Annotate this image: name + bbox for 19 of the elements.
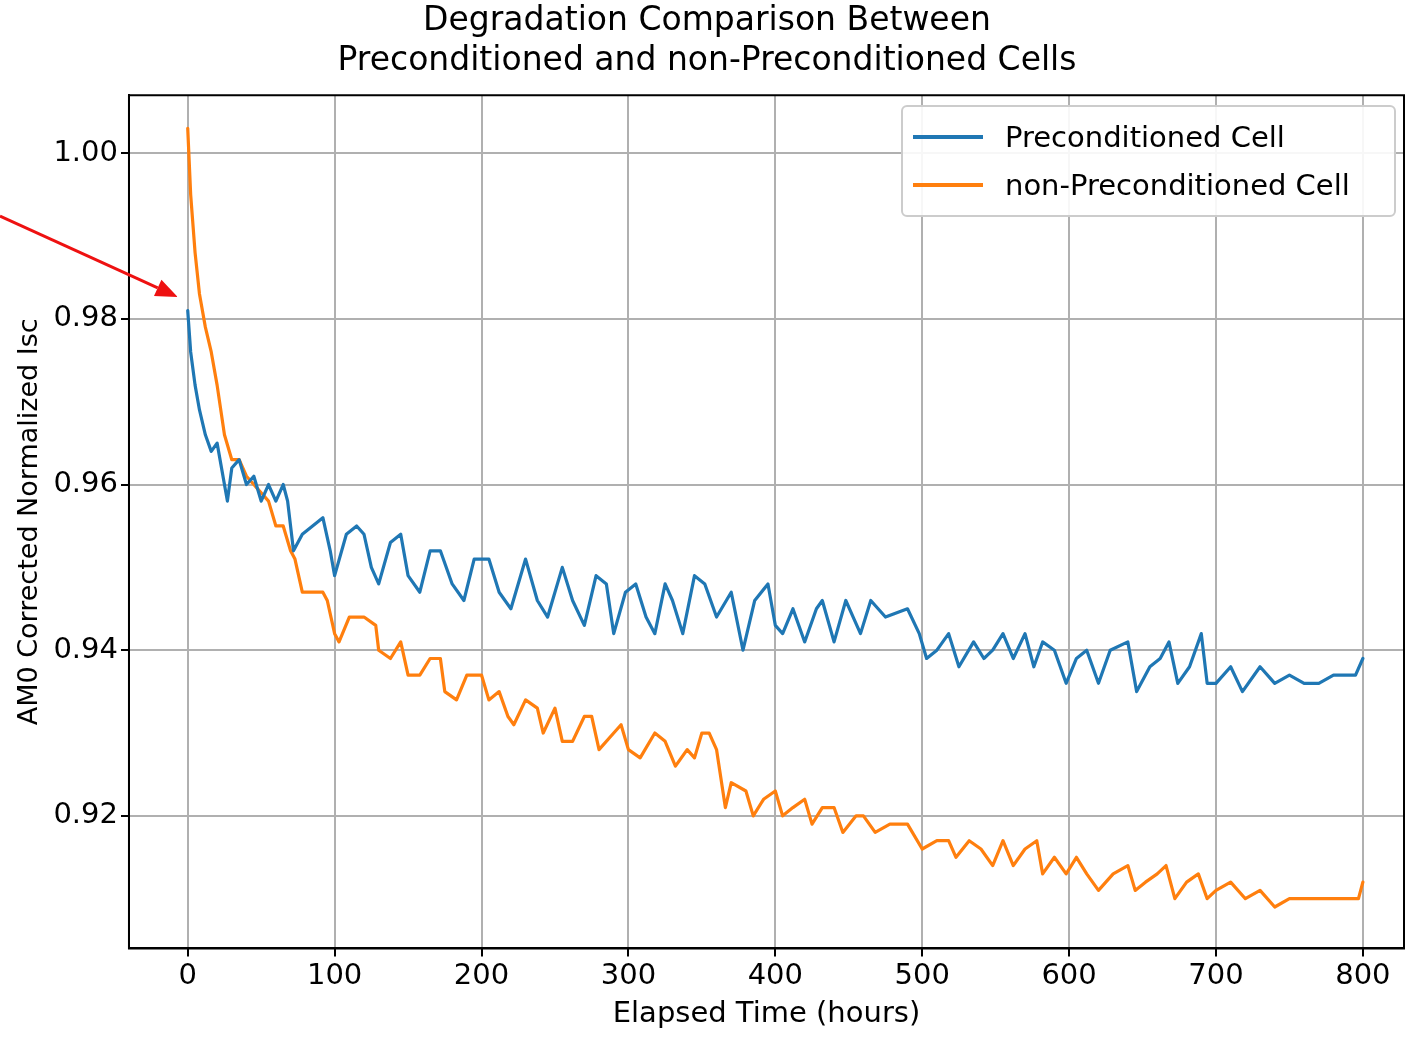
y-tick-label: 0.92 [53, 796, 118, 831]
x-tick-label: 800 [1335, 957, 1391, 992]
legend-label: Preconditioned Cell [1005, 120, 1285, 155]
x-tick-label: 700 [1188, 957, 1244, 992]
y-tick-label: 0.98 [53, 299, 118, 334]
x-tick-label: 0 [178, 957, 197, 992]
y-tick-label: 0.96 [53, 465, 118, 500]
x-tick-label: 600 [1041, 957, 1097, 992]
legend-label: non-Preconditioned Cell [1005, 168, 1350, 203]
x-axis-title: Elapsed Time (hours) [612, 995, 921, 1030]
x-tick-label: 100 [306, 957, 363, 992]
y-axis-title: AM0 Corrected Normalized Isc [12, 318, 44, 726]
x-tick-label: 300 [600, 957, 657, 992]
x-tick-label: 500 [894, 957, 950, 992]
x-tick-label: 400 [747, 957, 803, 992]
y-tick-label: 0.94 [53, 630, 118, 665]
x-tick-label: 200 [453, 957, 510, 992]
y-tick-label: 1.00 [53, 133, 118, 168]
chart-title: Degradation Comparison Between Preconditioned and non-Preconditioned Cells [337, 0, 1077, 78]
